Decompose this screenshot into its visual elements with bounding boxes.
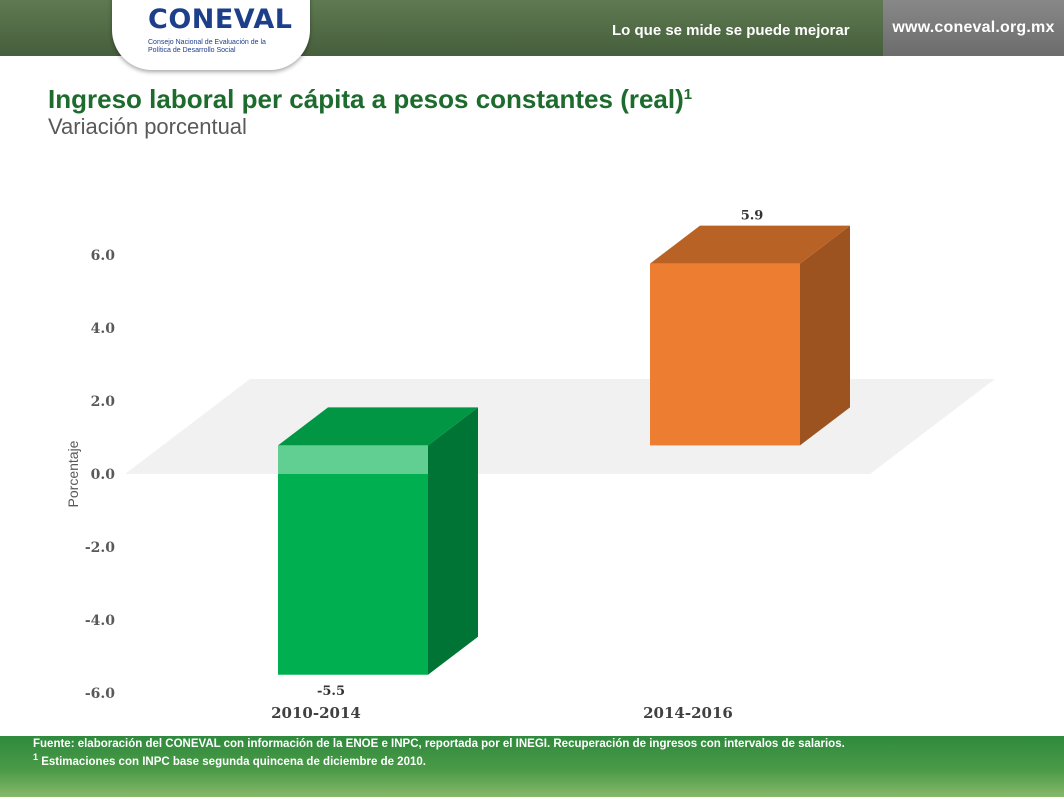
logo-subtitle: Consejo Nacional de Evaluación de la Pol…	[148, 39, 266, 54]
y-tick-label: 6.0	[91, 248, 116, 264]
slide-subtitle: Variación porcentual	[48, 114, 247, 139]
y-tick-label: 2.0	[91, 394, 116, 410]
source-note: Fuente: elaboración del CONEVAL con info…	[33, 738, 845, 750]
bar-top	[650, 225, 850, 264]
y-tick-label: 0.0	[91, 467, 116, 483]
y-tick-label: 4.0	[91, 321, 116, 337]
bar-top	[278, 407, 478, 446]
bar-front	[278, 445, 428, 675]
data-label: -5.5	[317, 684, 345, 699]
y-tick-label: -6.0	[85, 686, 115, 702]
header-motto: Lo que se mide se puede mejorar	[612, 22, 850, 39]
category-label: 2014-2016	[643, 704, 733, 722]
data-label: 5.9	[741, 209, 764, 224]
logo-wordmark: CONEVAL	[148, 4, 293, 35]
bar-1	[278, 407, 478, 675]
bar-plane-overlay	[278, 445, 428, 474]
footer: Fuente: elaboración del CONEVAL con info…	[0, 736, 1064, 797]
y-tick-label: -4.0	[85, 613, 115, 629]
bar-side	[800, 225, 850, 446]
website-link[interactable]: www.coneval.org.mx	[883, 0, 1064, 56]
footnote-text: Estimaciones con INPC base segunda quinc…	[41, 755, 426, 768]
bar-front	[650, 263, 800, 446]
zero-plane	[125, 379, 995, 474]
bar-side	[428, 407, 478, 675]
bar-chart: 6.0 4.0 2.0 0.0 -2.0 -4.0 -6.0 Porcentaje -5.5 20…	[65, 209, 995, 722]
y-tick-label: -2.0	[85, 540, 115, 556]
title-footnote-marker: 1	[683, 86, 693, 103]
category-label: 2010-2014	[271, 704, 361, 722]
bar-2	[650, 225, 850, 446]
logo[interactable]: CONEVAL Consejo Nacional de Evaluación d…	[112, 0, 310, 70]
footnote: 1 Estimaciones con INPC base segunda qui…	[33, 752, 426, 768]
footnote-marker: 1	[33, 752, 39, 762]
y-axis-title: Porcentaje	[65, 440, 81, 507]
slide-title-text: Ingreso laboral per cápita a pesos const…	[48, 84, 684, 114]
slide-title: Ingreso laboral per cápita a pesos const…	[48, 84, 692, 115]
